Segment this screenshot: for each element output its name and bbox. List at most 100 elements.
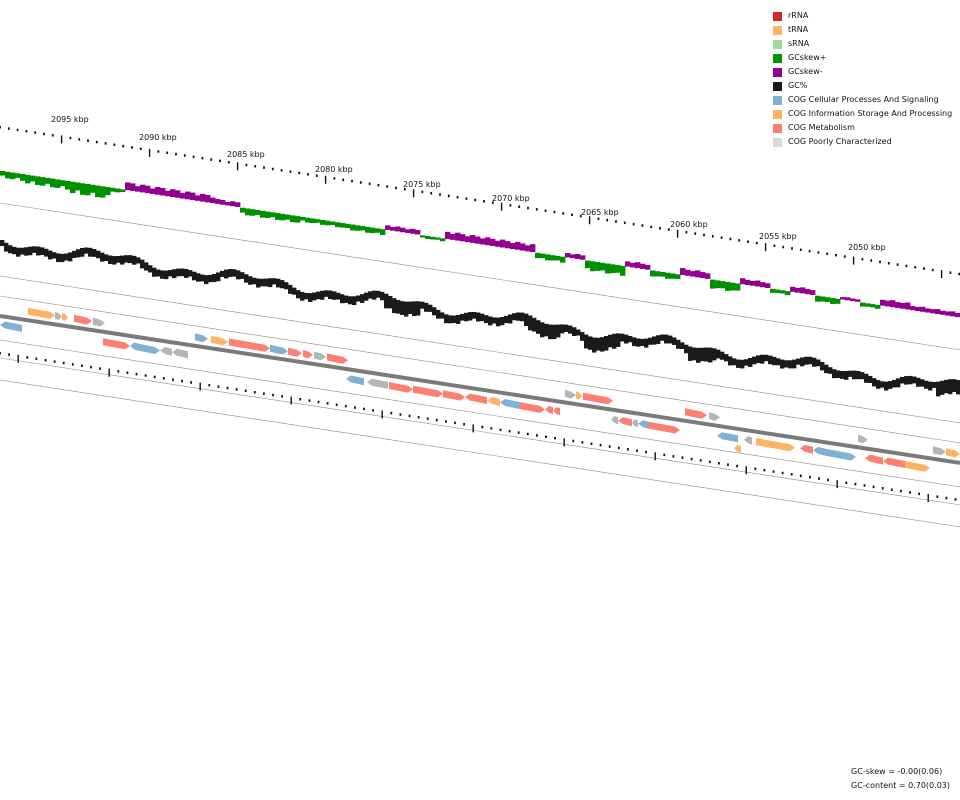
tick-label: 2075 kbp (403, 180, 441, 189)
gc-content-bar (924, 380, 929, 389)
gc-skew-plus-bar (10, 172, 16, 180)
legend-item-trna: tRNA (773, 23, 952, 37)
gc-skew-plus-bar (670, 273, 676, 279)
gc-content-bar (12, 246, 17, 255)
gc-skew-minus-bar (760, 282, 766, 288)
gc-content-bar (328, 290, 333, 300)
cds-feature (709, 412, 720, 421)
cds-feature (858, 434, 868, 444)
gc-content-bar (532, 317, 537, 332)
cds-feature (413, 385, 443, 398)
track-guide-lines (0, 202, 960, 528)
gc-content-bar (704, 347, 709, 362)
gc-skew-plus-bar (260, 210, 266, 218)
gc-content-bar (76, 249, 81, 258)
gc-content-bar (576, 329, 581, 336)
gc-skew-minus-bar (395, 226, 401, 232)
gc-skew-minus-bar (910, 306, 916, 311)
legend-item-cog-poorly: COG Poorly Characterized (773, 135, 952, 149)
gc-skew-minus-bar (935, 309, 941, 315)
legend-label: sRNA (788, 39, 810, 48)
gc-content-bar (428, 304, 433, 312)
gc-skew-minus-bar (845, 297, 851, 301)
gc-skew-plus-bar (720, 281, 726, 289)
gc-skew-plus-bar (80, 183, 86, 195)
gc-content-bar (788, 360, 793, 369)
gc-skew-plus-bar (350, 224, 356, 231)
gc-content-bar (664, 334, 669, 344)
gc-content-bar (116, 256, 121, 263)
cds-feature (138, 343, 160, 354)
gc-skew-minus-bar (790, 286, 796, 292)
gc-content-bar (632, 337, 637, 347)
gc-skew-minus-bar (405, 229, 411, 233)
gc-skew-plus-bar (600, 262, 606, 271)
gc-content-bar (700, 347, 705, 362)
legend-label: COG Cellular Processes And Signaling (788, 95, 939, 104)
gc-content-bar (736, 359, 741, 368)
gc-skew-plus-bar (100, 186, 106, 198)
legend-label: GC% (788, 81, 808, 90)
cds-feature (195, 333, 208, 343)
gc-content-bar (840, 370, 845, 379)
gc-content-bar (888, 381, 893, 389)
gc-skew-plus-bar (775, 289, 781, 293)
cds-feature (103, 338, 130, 350)
cds-feature (93, 317, 105, 327)
cds-feature (465, 393, 487, 404)
gc-skew-plus-bar (615, 265, 621, 273)
tick-label: 2055 kbp (759, 232, 797, 241)
gc-content-bar (820, 361, 825, 371)
gc-content-bar (32, 246, 37, 253)
tick-label: 2065 kbp (581, 208, 619, 217)
gc-skew-minus-bar (700, 272, 706, 279)
gc-content-bar (528, 315, 533, 331)
gc-skew-plus-bar (380, 229, 386, 236)
gc-content-bar (64, 253, 69, 261)
gc-skew-minus-bar (390, 227, 396, 231)
gc-skew-plus-bar (820, 296, 826, 302)
gc-skew-plus-bar (110, 187, 116, 192)
gc-content-bar (236, 270, 241, 280)
gc-content-bar (832, 369, 837, 379)
gc-content-bar (500, 317, 505, 326)
gc-content-bar (8, 245, 13, 254)
gc-content-bar (84, 247, 89, 254)
gc-skew-plus-bar (665, 272, 671, 279)
gc-skew-minus-bar (145, 185, 151, 194)
legend-swatch (773, 95, 782, 105)
gc-content-bar (248, 276, 253, 285)
tick-label: 2080 kbp (315, 165, 353, 174)
cds-feature (160, 347, 172, 356)
gc-skew-minus-bar (900, 302, 906, 309)
gc-skew-plus-bar (540, 253, 546, 259)
gc-content-bar (780, 359, 785, 369)
legend-label: COG Information Storage And Processing (788, 109, 953, 118)
gc-content-bar (604, 336, 609, 351)
gc-content-bar (660, 334, 665, 341)
gc-skew-plus-bar (95, 185, 101, 198)
gc-content-bar (340, 294, 345, 304)
gc-skew-minus-bar (180, 193, 186, 199)
gc-content-bar (944, 379, 949, 394)
legend: rRNA tRNA sRNA GCskew+ GCskew- GC% COG C… (773, 9, 952, 149)
gc-skew-plus-bar (835, 298, 841, 304)
gc-content-bar (688, 346, 693, 361)
gc-content-bar (112, 256, 117, 265)
gc-skew-plus-bar (340, 223, 346, 228)
gc-content-bar (68, 252, 73, 262)
gc-content-bar (628, 336, 633, 343)
gc-content-bar (432, 307, 437, 316)
gc-content-bar (776, 358, 781, 366)
gc-skew-minus-bar (645, 265, 651, 270)
gc-content-bar (20, 247, 25, 255)
gc-skew-minus-bar (150, 188, 156, 194)
gc-skew-minus-bar (625, 261, 631, 267)
gc-content-bar (792, 359, 797, 369)
gc-skew-plus-bar (250, 209, 256, 216)
gc-skew-minus-bar (400, 227, 406, 233)
gc-skew-plus-bar (290, 215, 296, 223)
gc-content-bar (828, 367, 833, 374)
gc-skew-plus-bar (85, 184, 91, 196)
gc-skew-minus-bar (210, 197, 216, 204)
